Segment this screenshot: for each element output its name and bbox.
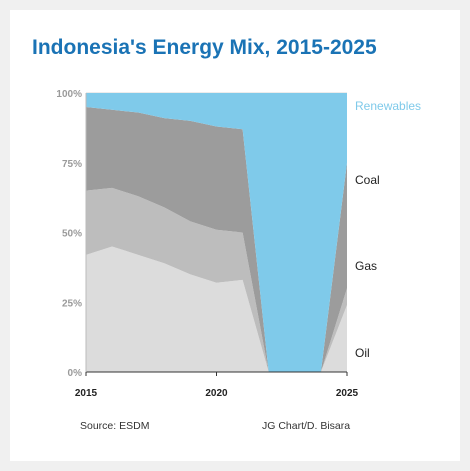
y-tick-label: 75% (62, 159, 82, 170)
x-tick-label: 2025 (336, 388, 359, 399)
series-label-gas: Gas (355, 259, 377, 273)
credit-note: JG Chart/D. Bisara (262, 420, 351, 432)
area-gas (86, 187, 347, 372)
series-label-renewables: Renewables (355, 99, 421, 113)
y-tick-label: 25% (62, 298, 82, 309)
chart-title: Indonesia's Energy Mix, 2015-2025 (32, 36, 377, 59)
area-coal (86, 106, 347, 372)
label-layer: Oil Gas Coal Renewables (355, 99, 421, 360)
y-tick-label: 0% (68, 368, 83, 379)
area-layer (86, 93, 347, 372)
x-tick-label: 2020 (205, 388, 228, 399)
source-note: Source: ESDM (80, 420, 150, 432)
area-oil (86, 246, 347, 372)
axis-layer: 0% 25% 50% 75% 100% 2015 2020 2025 (56, 89, 358, 399)
area-renewables (86, 93, 347, 372)
y-tick-label: 50% (62, 229, 82, 240)
y-tick-label: 100% (56, 89, 82, 100)
x-tick-label: 2015 (75, 388, 98, 399)
series-label-coal: Coal (355, 173, 380, 187)
series-label-oil: Oil (355, 346, 370, 360)
